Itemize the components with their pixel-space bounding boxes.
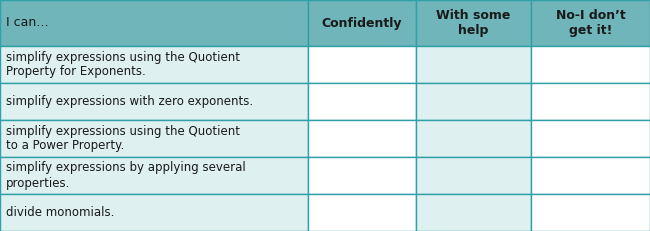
Bar [531, 46, 650, 83]
Bar [308, 0, 416, 46]
Bar [0, 120, 308, 157]
Bar [531, 120, 650, 157]
Text: Confidently: Confidently [322, 16, 402, 30]
Bar [0, 194, 308, 231]
Bar [0, 83, 308, 120]
Text: I can…: I can… [6, 16, 49, 30]
Text: simplify expressions with zero exponents.: simplify expressions with zero exponents… [6, 95, 253, 108]
Text: simplify expressions by applying several
properties.: simplify expressions by applying several… [6, 161, 246, 189]
Text: With some
help: With some help [436, 9, 511, 37]
Bar [416, 120, 531, 157]
Bar [531, 83, 650, 120]
Bar [416, 46, 531, 83]
Bar [416, 83, 531, 120]
Text: No-I don’t
get it!: No-I don’t get it! [556, 9, 625, 37]
Bar [308, 83, 416, 120]
Bar [0, 0, 308, 46]
Text: simplify expressions using the Quotient
Property for Exponents.: simplify expressions using the Quotient … [6, 51, 240, 79]
Bar [308, 46, 416, 83]
Bar [531, 194, 650, 231]
Text: simplify expressions using the Quotient
to a Power Property.: simplify expressions using the Quotient … [6, 125, 240, 152]
Bar [308, 157, 416, 194]
Bar [308, 120, 416, 157]
Bar [416, 157, 531, 194]
Bar [0, 157, 308, 194]
Bar [531, 0, 650, 46]
Bar [531, 157, 650, 194]
Bar [416, 0, 531, 46]
Text: divide monomials.: divide monomials. [6, 206, 114, 219]
Bar [416, 194, 531, 231]
Bar [308, 194, 416, 231]
Bar [0, 46, 308, 83]
